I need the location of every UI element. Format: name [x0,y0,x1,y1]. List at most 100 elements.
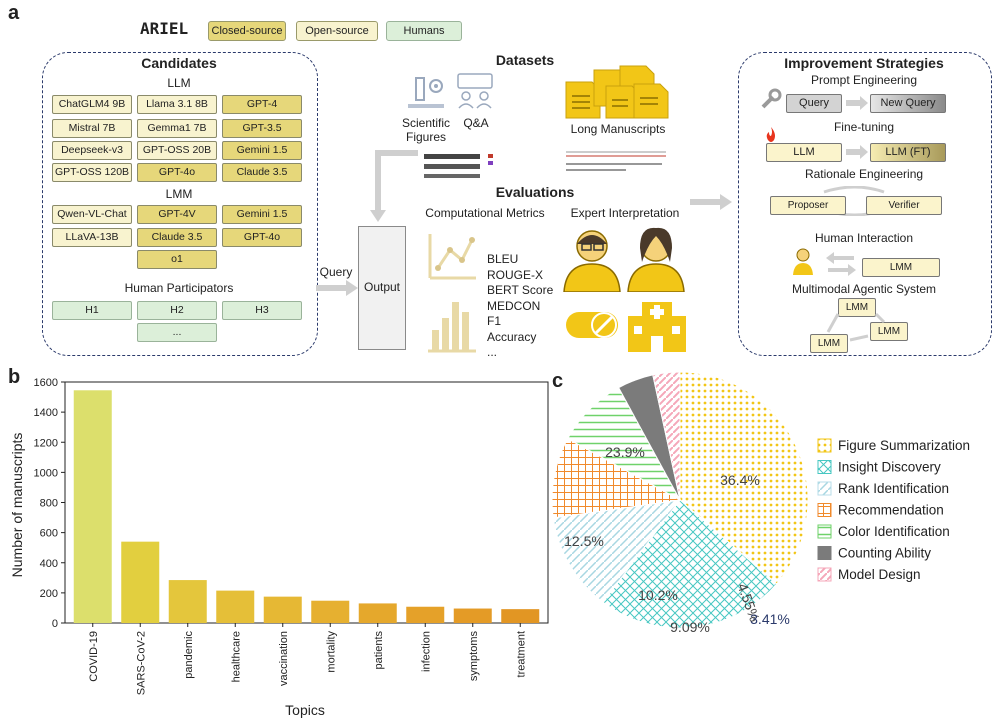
metric-item: BLEU [487,252,519,266]
query-chip: Query [786,94,842,113]
bar-y-tick-label: 1000 [34,467,58,479]
long-manuscripts-label: Long Manuscripts [570,122,666,136]
bar [501,609,540,623]
evaluations-title: Evaluations [495,184,575,200]
bar-x-tick-label: vaccination [278,631,290,686]
bar [358,603,397,623]
bar-x-tick-label: pandemic [183,631,195,679]
candidates-title: Candidates [141,55,217,71]
human-participators-label: Human Participators [124,281,234,295]
pie-value-label: 10.2% [638,587,678,603]
rationale-engineering-label: Rationale Engineering [804,167,924,181]
candidate-chip: Llama 3.1 8B [137,95,217,114]
line-chart-icon [428,234,476,280]
bar-y-tick-label: 200 [40,588,58,600]
datasets-title: Datasets [495,52,555,68]
ariel-logo: ARIEL [140,19,189,38]
legend-closed-source: Closed-source [208,21,286,41]
pie-value-label: 3.41% [750,611,790,627]
bar-y-tick-label: 0 [52,618,58,630]
doctors-icon [563,227,685,292]
pie-legend-label: Rank Identification [838,481,949,496]
bar [121,541,160,623]
prompt-engineering-label: Prompt Engineering [810,73,918,87]
lmm-chip: LMM [870,322,908,341]
pie-legend-swatch [817,546,832,560]
llm-label: LLM [167,76,191,90]
output-box [358,226,406,350]
candidate-chip: GPT-4o [222,228,302,247]
bar [453,608,492,623]
candidate-chip: LLaVA-13B [52,228,132,247]
bar [216,590,255,623]
candidate-chip: Mistral 7B [52,119,132,138]
long-manuscripts-icon [565,65,669,119]
candidate-chip: GPT-3.5 [222,119,302,138]
candidate-chip: Claude 3.5 [137,228,217,247]
panel-c-letter: c [552,370,564,392]
pie-legend-swatch [817,460,832,474]
bar-y-tick-label: 1400 [34,407,58,419]
human-chip: H2 [137,301,217,320]
query-arrow [316,280,358,296]
wrench-icon [761,88,782,109]
bar [168,580,207,623]
candidate-chip: GPT-4V [137,205,217,224]
proposer-chip: Proposer [770,196,846,215]
prompt-arrow [846,96,868,110]
verifier-chip: Verifier [866,196,942,215]
pie-legend-label: Figure Summarization [838,438,970,453]
agent-cycle-arrows [826,312,886,342]
llm-ft-chip: LLM (FT) [870,143,946,162]
bar [73,390,112,623]
bar-y-tick-label: 1600 [34,377,58,389]
pie-value-label: 12.5% [564,533,604,549]
bar-x-tick-label: symptoms [468,631,480,682]
bar [263,596,302,623]
bar-x-tick-label: healthcare [230,631,242,682]
pie-legend-label: Color Identification [838,524,950,539]
bar-y-axis-label: Number of manuscripts [9,433,25,578]
metric-item: ROUGE-X [487,267,544,282]
bar-x-tick-label: mortality [325,631,337,673]
pie-slice [679,371,809,585]
human-chip: H3 [222,301,302,320]
pie-slice [602,499,778,629]
person-icon [793,248,813,275]
manuscript-page-figure [566,151,666,171]
bar-y-tick-label: 800 [40,498,58,510]
expert-interpretation-label: Expert Interpretation [570,206,680,220]
candidate-chip: GPT-OSS 120B [52,163,132,182]
candidate-chip: o1 [137,250,217,269]
bar-chart: Number of manuscripts Topics 0 200 400 600 8… [9,377,549,718]
bar-x-tick-label: infection [420,631,432,672]
pie-slice [552,499,682,603]
bar-y-tick-label: 600 [40,528,58,540]
bar-x-tick-label: treatment [515,631,527,677]
pie-legend-swatch [817,481,832,496]
bar [406,606,445,623]
metric-item: MEDCON [487,298,541,313]
bar-chart-icon [428,302,476,353]
pie-legend-swatch [817,503,832,517]
bar-y-tick-label: 1200 [34,437,58,449]
candidates-box [42,52,318,356]
qa-label: Q&A [463,116,489,130]
pie-legend-swatch [817,438,832,453]
candidate-chip: Qwen-VL-Chat [52,205,132,224]
feedback-arrow [370,150,420,222]
candidate-chip: Claude 3.5 [222,163,302,182]
pie-value-label: 36.4% [720,472,760,488]
finetuning-label: Fine-tuning [833,120,895,134]
new-query-chip: New Query [870,94,946,113]
improvement-box [738,52,992,356]
legend-open-source: Open-source [296,21,378,41]
query-label: Query [319,265,353,279]
human-chip: H1 [52,301,132,320]
metrics-list: BLEU ROUGE-X BERT Score MEDCON F1 Accura… [487,252,553,361]
improvement-title: Improvement Strategies [784,55,944,71]
pie-legend-label: Recommendation [838,503,944,518]
scientific-figures-label: Scientific Figures [401,116,451,144]
bar-x-tick-label: patients [373,631,385,670]
qa-people-icon [457,73,493,109]
